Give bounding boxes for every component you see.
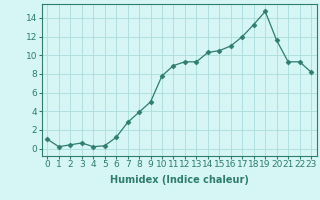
X-axis label: Humidex (Indice chaleur): Humidex (Indice chaleur) [110, 175, 249, 185]
